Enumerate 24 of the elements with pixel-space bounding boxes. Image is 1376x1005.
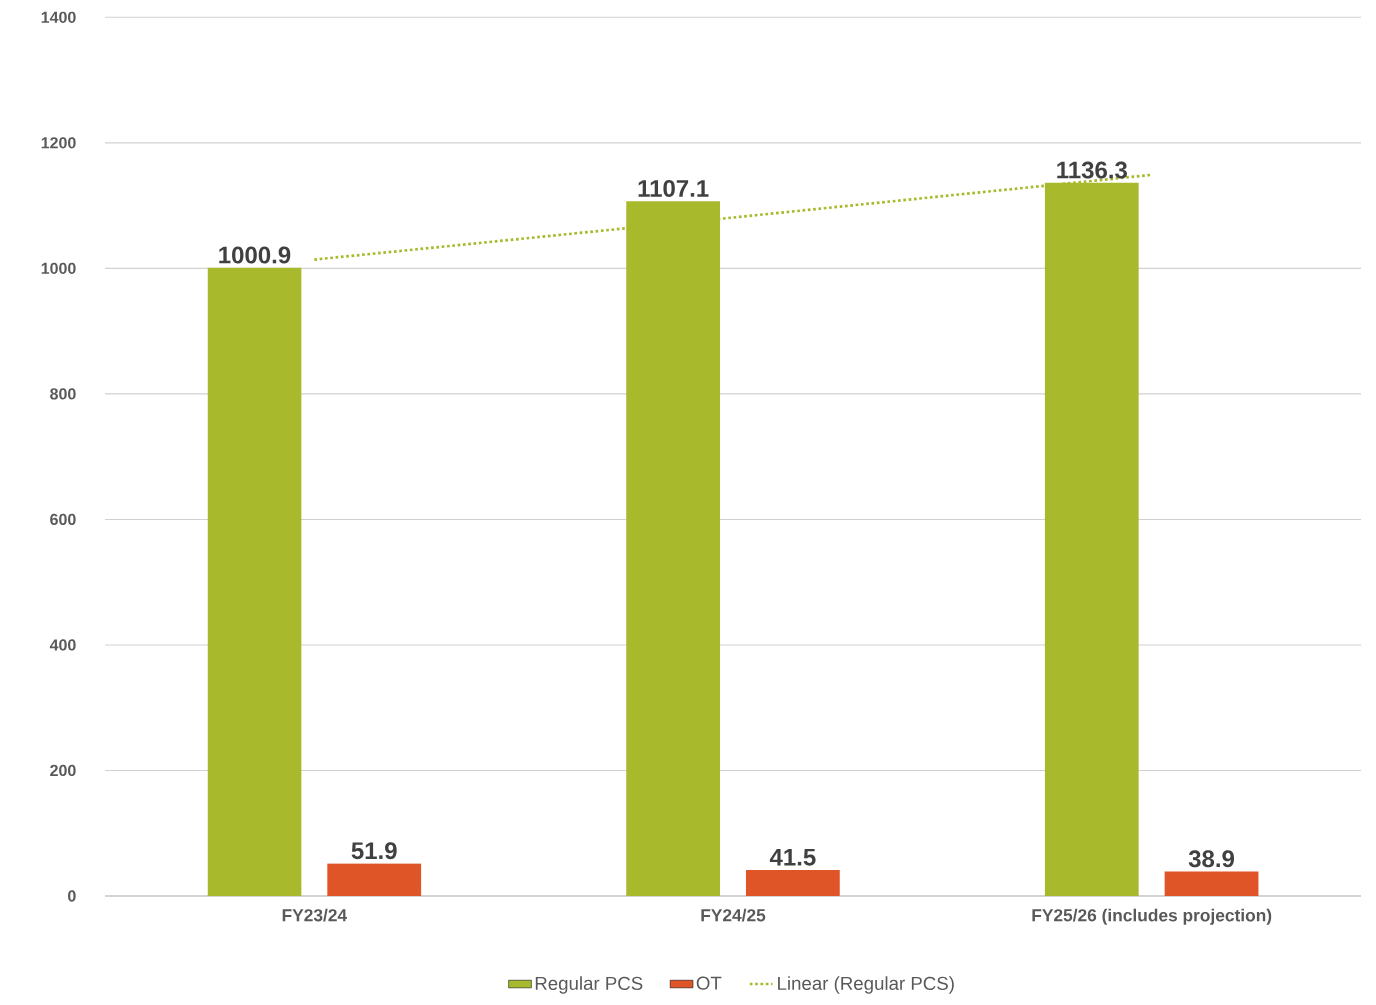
x-tick-label: FY23/24 <box>282 908 348 922</box>
legend-label: OT <box>696 976 722 990</box>
y-tick-label: 600 <box>50 513 76 526</box>
data-label: 38.9 <box>1188 850 1235 868</box>
y-tick-label: 1000 <box>41 262 76 275</box>
y-tick-label: 1400 <box>41 11 76 23</box>
data-label: 1000.9 <box>219 246 291 264</box>
x-tick-label: FY25/26 (includes projection) <box>1032 908 1272 925</box>
bar <box>207 267 302 896</box>
data-label: 41.5 <box>769 848 816 866</box>
bar <box>1164 871 1259 896</box>
data-label: 1136.3 <box>1057 161 1127 179</box>
bar <box>745 869 840 896</box>
y-tick-label: 0 <box>68 890 76 902</box>
bar <box>327 863 422 896</box>
y-tick-label: 200 <box>50 764 76 777</box>
legend-label: Regular PCS <box>535 976 643 994</box>
data-label: 1107.1 <box>638 179 709 197</box>
y-tick-label: 800 <box>50 388 76 400</box>
y-tick-label: 1200 <box>41 137 76 149</box>
y-tick-label: 400 <box>49 639 76 651</box>
legend-label: Linear (Regular PCS) <box>778 976 954 994</box>
data-label: 51.9 <box>351 842 397 860</box>
x-tick-label: FY24/25 <box>701 908 766 922</box>
